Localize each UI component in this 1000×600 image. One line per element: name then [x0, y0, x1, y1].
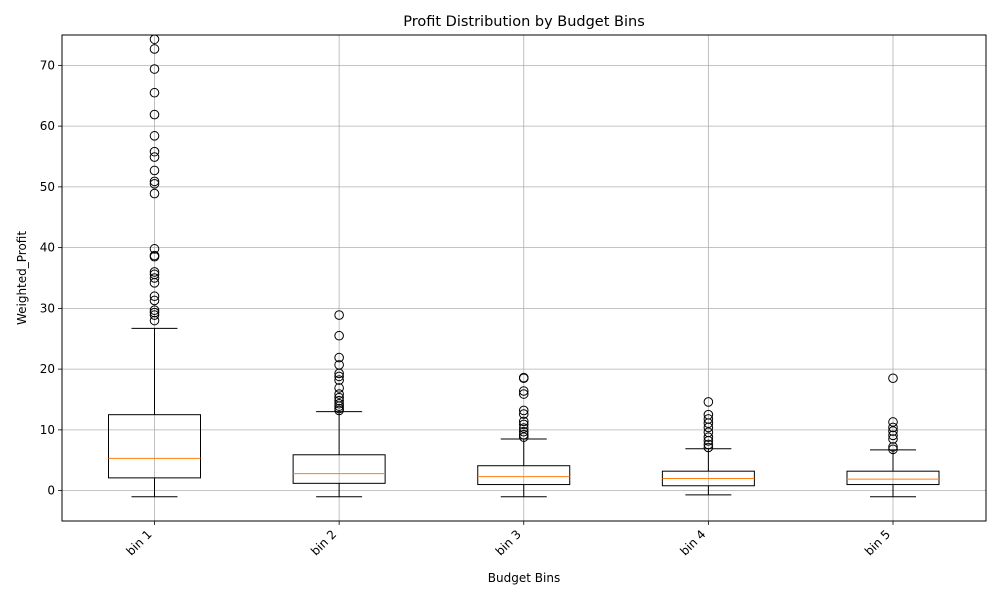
iqr-box	[108, 414, 201, 479]
outlier-point	[703, 397, 714, 407]
outlier-point	[518, 389, 529, 399]
outlier-point	[334, 398, 344, 409]
outlier-point	[518, 405, 529, 416]
outlier-point	[518, 409, 529, 419]
outlier-point	[703, 409, 714, 420]
outlier-point	[149, 267, 160, 277]
outlier-point	[149, 109, 160, 120]
outlier-point	[518, 426, 529, 437]
outlier-point	[518, 429, 529, 440]
outlier-point	[888, 444, 898, 455]
iqr-box	[846, 470, 940, 486]
y-tick-label: 20	[40, 362, 55, 376]
outlier-point	[703, 427, 714, 438]
outlier-point	[518, 419, 529, 430]
y-tick-label: 60	[40, 119, 55, 133]
outlier-point	[334, 403, 344, 414]
outlier-point	[334, 360, 344, 370]
outlier-point	[149, 131, 160, 141]
outlier-point	[334, 375, 344, 385]
y-axis-title: Weighted_Profit	[15, 231, 29, 325]
box-group-bin-4	[661, 397, 755, 496]
outlier-point	[149, 250, 160, 261]
outlier-point	[149, 165, 160, 176]
box-group-bin-1	[108, 34, 201, 498]
outlier-point	[149, 307, 160, 318]
outlier-point	[149, 188, 160, 199]
iqr-box	[477, 465, 571, 486]
outlier-point	[518, 372, 529, 383]
outlier-point	[149, 179, 160, 189]
outlier-point	[334, 352, 344, 363]
y-tick-label: 30	[40, 301, 55, 315]
outlier-point	[888, 430, 898, 441]
outlier-point	[149, 273, 160, 283]
outlier-point	[149, 64, 160, 74]
outlier-point	[888, 426, 898, 436]
outlier-point	[334, 371, 344, 382]
outlier-point	[703, 439, 714, 450]
outlier-point	[149, 315, 160, 326]
outlier-point	[149, 269, 160, 280]
outlier-point	[149, 87, 160, 98]
outlier-point	[334, 389, 344, 399]
outlier-point	[149, 176, 160, 187]
outlier-point	[518, 423, 529, 433]
y-tick-label: 70	[40, 58, 55, 72]
outlier-point	[149, 146, 160, 157]
outlier-point	[149, 152, 160, 162]
outlier-point	[334, 395, 344, 406]
y-tick-label: 0	[47, 484, 55, 498]
outlier-point	[888, 442, 898, 452]
outlier-point	[518, 432, 529, 442]
boxes	[108, 34, 940, 498]
box-group-bin-3	[477, 372, 571, 498]
box-group-bin-2	[292, 310, 386, 498]
outlier-point	[149, 291, 160, 302]
outlier-point	[888, 417, 898, 427]
y-tick-label: 50	[40, 180, 55, 194]
outlier-point	[703, 414, 714, 424]
y-tick-label: 40	[40, 241, 55, 255]
outlier-point	[888, 373, 898, 384]
chart-title: Profit Distribution by Budget Bins	[403, 14, 645, 30]
outlier-point	[334, 383, 344, 393]
outlier-point	[888, 434, 898, 444]
outlier-point	[334, 330, 344, 341]
outlier-point	[149, 244, 160, 254]
outlier-point	[149, 305, 160, 315]
box-group-bin-5	[846, 373, 940, 498]
outlier-point	[703, 442, 714, 453]
outlier-point	[518, 416, 529, 427]
y-tick-label: 10	[40, 423, 55, 437]
outlier-point	[334, 310, 344, 320]
outlier-point	[149, 310, 160, 320]
outlier-point	[149, 295, 160, 306]
x-axis-title: Budget Bins	[488, 571, 560, 585]
iqr-box	[292, 454, 386, 484]
outlier-point	[703, 432, 714, 442]
outlier-point	[888, 422, 898, 433]
outlier-point	[149, 44, 160, 54]
outlier-point	[518, 386, 529, 396]
outlier-point	[334, 392, 344, 403]
